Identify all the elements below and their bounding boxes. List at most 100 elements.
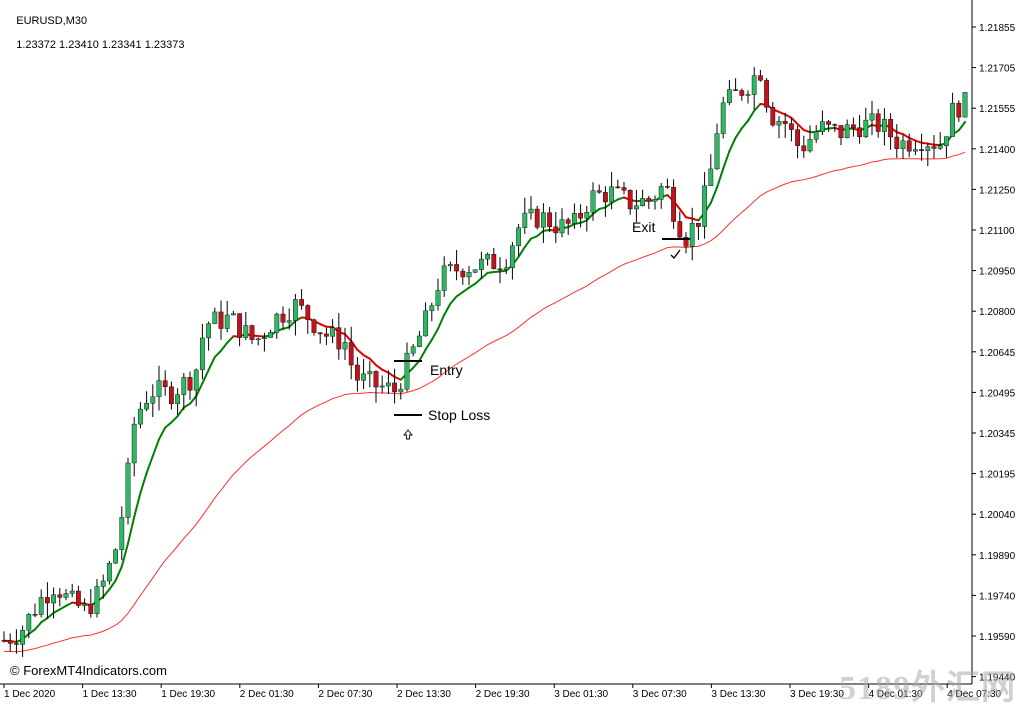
candle-body <box>919 150 923 151</box>
candle-body <box>268 332 272 337</box>
candle-body <box>820 122 824 132</box>
candle-body <box>405 353 409 389</box>
candle <box>392 369 396 404</box>
candle <box>882 108 886 145</box>
candle-body <box>33 614 37 615</box>
candle-body <box>14 643 18 644</box>
candle <box>95 579 99 618</box>
candle-body <box>740 91 744 96</box>
candle-body <box>616 187 620 188</box>
fast-ma-segment <box>357 350 363 355</box>
candle <box>39 590 43 618</box>
candle-body <box>715 134 719 169</box>
fast-ma-segment <box>376 365 382 370</box>
fast-ma-segment <box>779 112 785 115</box>
candle-body <box>58 595 62 598</box>
fast-ma-segment <box>116 567 122 581</box>
candle <box>628 189 632 214</box>
fast-ma-segment <box>723 151 729 169</box>
candle <box>640 190 644 207</box>
fast-ma-segment <box>153 439 159 456</box>
candle-body <box>231 314 235 315</box>
candle-body <box>510 246 514 268</box>
candle <box>659 183 663 209</box>
candle <box>808 125 812 152</box>
candle-body <box>299 299 303 305</box>
fast-ma-segment <box>364 355 370 359</box>
price-tick-label: 1.21250 <box>979 185 1016 196</box>
candle <box>647 196 651 209</box>
candle-body <box>826 122 830 125</box>
candle <box>684 232 688 253</box>
candle <box>194 368 198 406</box>
candle-body <box>585 212 589 218</box>
candle-body <box>200 338 204 370</box>
fast-ma-segment <box>184 404 190 408</box>
candle <box>870 101 874 135</box>
candle-body <box>709 169 713 186</box>
candle-body <box>442 266 446 291</box>
fast-ma-segment <box>444 304 450 315</box>
candle <box>789 118 793 142</box>
candle <box>777 116 781 138</box>
candle-body <box>665 186 669 187</box>
candle-body <box>64 593 68 597</box>
candle <box>355 357 359 392</box>
candle-body <box>411 347 415 353</box>
candle-body <box>566 220 570 224</box>
candle <box>721 97 725 139</box>
candle <box>554 212 558 243</box>
candle <box>89 589 93 617</box>
candle-body <box>678 222 682 238</box>
time-tick-label: 3 Dec 19:30 <box>790 689 844 700</box>
candle-body <box>578 213 582 218</box>
candle <box>151 384 155 417</box>
candle <box>33 604 37 618</box>
candle <box>901 135 905 159</box>
candle-body <box>795 130 799 146</box>
time-tick-label: 1 Dec 2020 <box>4 689 56 700</box>
candle-body <box>430 306 434 311</box>
price-tick-label: 1.21705 <box>979 64 1016 75</box>
candle-body <box>244 326 248 338</box>
candle-body <box>950 103 954 136</box>
candle <box>950 93 954 137</box>
candle-body <box>647 198 651 201</box>
candle <box>485 253 489 266</box>
candle <box>541 203 545 243</box>
fast-ma-segment <box>729 138 735 151</box>
candle-body <box>603 192 607 202</box>
candle <box>2 631 6 642</box>
exit-label: Exit <box>632 219 655 235</box>
slow-ma-layer <box>4 152 965 651</box>
candle <box>616 180 620 189</box>
fast-ma-segment <box>165 422 171 427</box>
candle-body <box>640 198 644 205</box>
candle <box>107 561 111 585</box>
candle-body <box>219 312 223 329</box>
candle-body <box>541 213 545 228</box>
candle <box>281 306 285 329</box>
candle-body <box>833 124 837 125</box>
candle <box>126 458 130 525</box>
candle <box>529 196 533 219</box>
candle <box>479 252 483 279</box>
candle-body <box>337 328 341 349</box>
candle-body <box>20 630 24 644</box>
candle <box>473 269 477 273</box>
fast-ma-segment <box>128 517 134 544</box>
candle <box>244 312 248 340</box>
candle <box>622 182 626 194</box>
candle-body <box>399 389 403 392</box>
candle-body <box>771 107 775 125</box>
candle <box>20 626 24 657</box>
candle-body <box>113 550 117 563</box>
axes-layer: 1.218551.217051.215551.214001.212501.211… <box>0 0 1016 700</box>
candle <box>516 224 520 256</box>
candle-body <box>882 119 886 131</box>
candle-body <box>95 587 99 614</box>
candle-body <box>932 147 936 149</box>
candle-body <box>448 264 452 265</box>
fast-ma-segment <box>481 273 487 278</box>
